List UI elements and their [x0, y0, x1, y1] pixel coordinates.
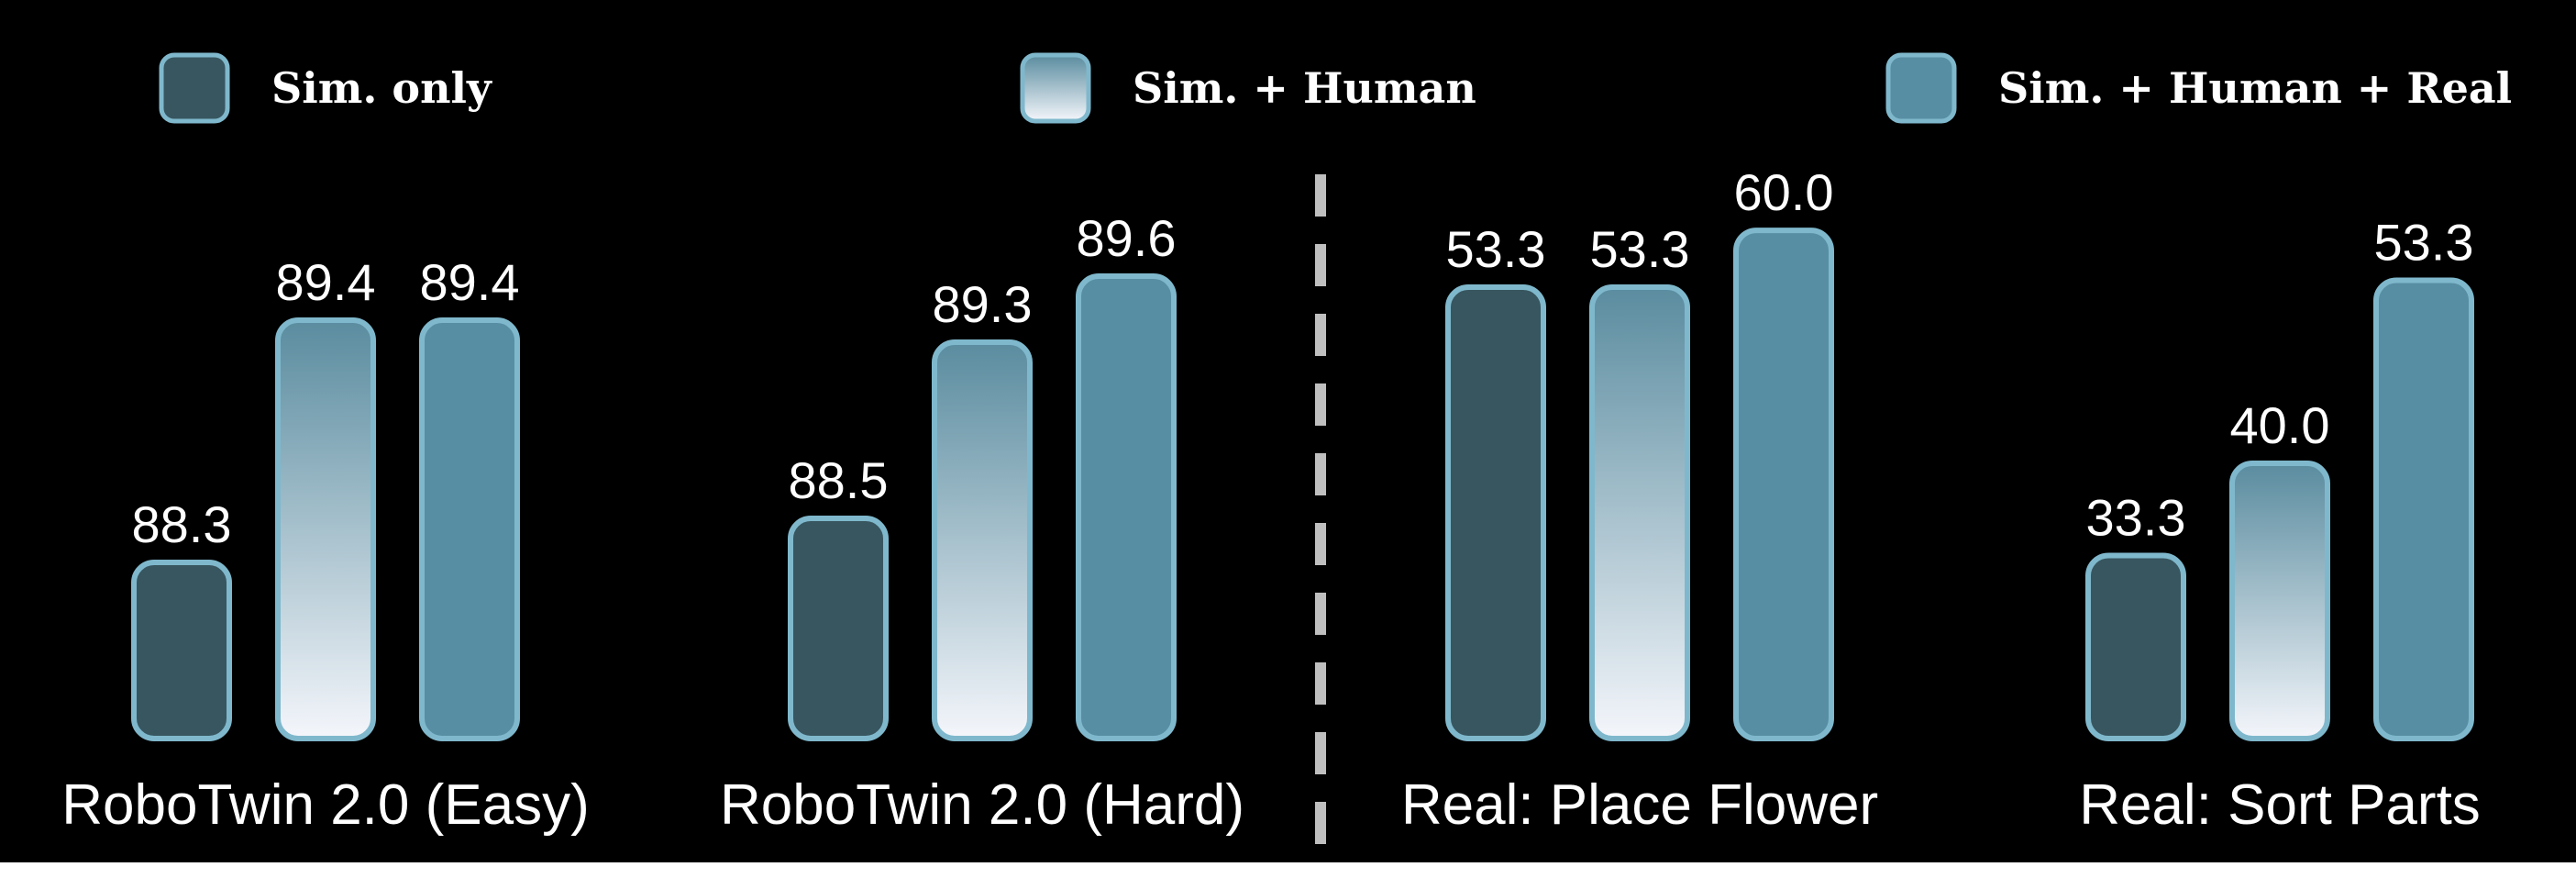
value-label-robotwin-2-0-hard-sim-only: 88.5 [789, 451, 889, 509]
value-label-robotwin-2-0-easy-sim-only: 88.3 [132, 495, 232, 553]
value-label-real-place-flower-sim-human: 53.3 [1590, 220, 1690, 278]
value-label-robotwin-2-0-easy-sim-human-real: 89.4 [420, 253, 520, 311]
bar-robotwin-2-0-hard-sim-only [788, 516, 889, 741]
bar-robotwin-2-0-easy-sim-only [131, 560, 232, 741]
category-labels: RoboTwin 2.0 (Easy) RoboTwin 2.0 (Hard) Re… [61, 773, 2481, 837]
value-label-robotwin-2-0-hard-sim-human: 89.3 [933, 275, 1033, 333]
category-label-robotwin-2-0-hard: RoboTwin 2.0 (Hard) [720, 773, 1244, 837]
value-label-real-sort-parts-sim-human: 40.0 [2230, 396, 2330, 454]
bar-robotwin-2-0-easy-sim-human [275, 317, 376, 741]
value-label-real-place-flower-sim-only: 53.3 [1446, 220, 1546, 278]
category-label-real-place-flower: Real: Place Flower [1401, 773, 1878, 837]
value-labels: 88.3 89.4 89.4 88.5 89.3 89.6 53.3 53.3 60.0 33.3… [132, 163, 2474, 553]
legend-swatch-sim-only [159, 52, 230, 124]
bar-real-sort-parts-sim-human [2229, 461, 2330, 741]
category-label-real-sort-parts: Real: Sort Parts [2079, 773, 2481, 837]
bars [131, 228, 2474, 741]
value-label-real-sort-parts-sim-human-real: 53.3 [2374, 214, 2474, 272]
legend: Sim. only Sim. + Human Sim. + Human + Real [159, 52, 2512, 124]
bar-real-place-flower-sim-only [1445, 284, 1546, 741]
bar-robotwin-2-0-hard-sim-human-real [1076, 273, 1177, 741]
bar-real-place-flower-sim-human [1589, 284, 1690, 741]
legend-label-sim-human-real: Sim. + Human + Real [1998, 63, 2512, 113]
legend-label-sim-human: Sim. + Human [1133, 63, 1476, 113]
bar-real-place-flower-sim-human-real [1733, 228, 1834, 741]
bar-robotwin-2-0-hard-sim-human [932, 339, 1033, 741]
legend-label-sim-only: Sim. only [271, 63, 492, 113]
bar-robotwin-2-0-easy-sim-human-real [419, 317, 520, 741]
legend-swatch-sim-human-real [1885, 52, 1957, 124]
bar-real-sort-parts-sim-only [2085, 552, 2186, 741]
value-label-real-place-flower-sim-human-real: 60.0 [1734, 163, 1834, 221]
value-label-real-sort-parts-sim-only: 33.3 [2086, 489, 2186, 547]
value-label-robotwin-2-0-easy-sim-human: 89.4 [276, 253, 376, 311]
value-label-robotwin-2-0-hard-sim-human-real: 89.6 [1077, 209, 1177, 267]
legend-swatch-sim-human [1020, 52, 1091, 124]
bar-real-sort-parts-sim-human-real [2373, 277, 2474, 741]
category-label-robotwin-2-0-easy: RoboTwin 2.0 (Easy) [61, 773, 589, 837]
